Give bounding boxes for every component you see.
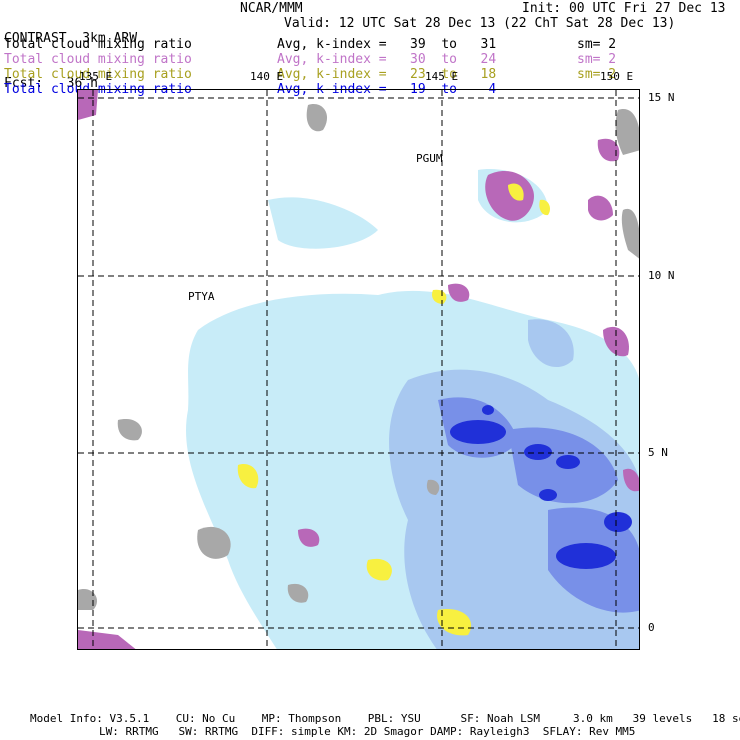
- cloud-light-blue: [268, 197, 378, 249]
- cloud-core: [539, 489, 557, 501]
- valid-time: Valid: 12 UTC Sat 28 Dec 13 (22 ChT Sat …: [284, 16, 676, 31]
- lon-label-135: 135 E: [79, 70, 113, 83]
- cloud-gray: [621, 208, 639, 259]
- cloud-yellow: [508, 183, 524, 201]
- cloud-core: [556, 455, 580, 469]
- cloud-magenta: [298, 528, 320, 547]
- cloud-magenta: [448, 283, 470, 302]
- cloud-magenta: [597, 138, 620, 162]
- station-pgum: PGUM: [416, 152, 443, 165]
- model-info-line1: Model Info: V3.5.1 CU: No Cu MP: Thompso…: [30, 712, 740, 725]
- field-sm-1: sm= 2: [577, 37, 617, 52]
- field-name-1: Total cloud mixing ratio: [4, 37, 192, 52]
- cloud-gray: [426, 479, 440, 495]
- cloud-gray: [117, 419, 142, 441]
- institution: NCAR/MMM: [240, 1, 303, 16]
- field-range-4: Avg, k-index = 19 to 4: [277, 82, 497, 97]
- cloud-yellow: [437, 609, 472, 636]
- cloud-yellow: [366, 558, 392, 581]
- cloud-core: [604, 512, 632, 532]
- lat-label-0: 0: [648, 621, 655, 634]
- lon-label-150: 150 E: [600, 70, 634, 83]
- model-title: CONTRAST 3km ARW: [4, 31, 138, 46]
- model-info-line2: LW: RRTMG SW: RRTMG DIFF: simple KM: 2D …: [99, 725, 636, 738]
- field-name-2: Total cloud mixing ratio: [4, 52, 192, 67]
- field-range-1: Avg, k-index = 39 to 31: [277, 37, 497, 52]
- forecast-hour: Fcst: 36 h: [4, 76, 98, 91]
- cloud-gray: [197, 526, 231, 559]
- field-range-3: Avg, k-index = 23 to 18: [277, 67, 497, 82]
- cloud-gray: [78, 589, 98, 610]
- cloud-core: [524, 444, 552, 460]
- station-ptya: PTYA: [188, 290, 215, 303]
- cloud-magenta: [588, 195, 613, 221]
- cloud-core: [556, 543, 616, 569]
- cloud-yellow: [539, 199, 551, 216]
- lat-label-10n: 10 N: [648, 269, 675, 282]
- field-range-2: Avg, k-index = 30 to 24: [277, 52, 497, 67]
- cloud-mid-blue: [528, 319, 574, 368]
- cloud-gray: [615, 109, 639, 155]
- cloud-gray: [306, 104, 328, 132]
- header-left: CONTRAST 3km ARW Fcst: 36 h: [4, 1, 137, 106]
- cloud-magenta: [78, 630, 136, 649]
- graticule: [78, 90, 639, 649]
- cloud-magenta: [623, 468, 639, 492]
- map-svg: [78, 90, 639, 649]
- cloud-yellow: [237, 464, 259, 489]
- cloud-yellow: [432, 289, 447, 304]
- cloud-magenta: [78, 90, 98, 120]
- field-name-4: Total cloud mixing ratio: [4, 82, 192, 97]
- lon-label-145: 145 E: [425, 70, 459, 83]
- lat-label-15n: 15 N: [648, 91, 675, 104]
- field-name-3: Total cloud mixing ratio: [4, 67, 192, 82]
- init-time: Init: 00 UTC Fri 27 Dec 13: [522, 1, 726, 16]
- field-sm-3: sm= 2: [577, 67, 617, 82]
- map-panel: PGUM PTYA: [77, 89, 640, 650]
- field-sm-2: sm= 2: [577, 52, 617, 67]
- lon-label-140: 140 E: [250, 70, 284, 83]
- cloud-core: [482, 405, 494, 415]
- lat-label-5n: 5 N: [648, 446, 668, 459]
- cloud-core: [450, 420, 506, 444]
- cloud-gray: [287, 583, 309, 603]
- cloud-magenta: [485, 170, 534, 221]
